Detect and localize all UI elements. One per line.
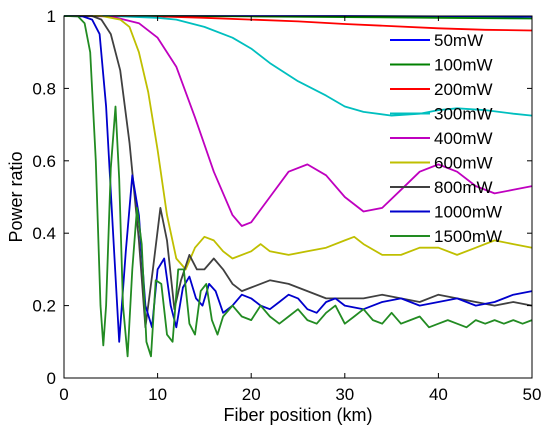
ticks-layer: 0 10 20 30 40 50 0 0.2 0.4 0.6 0.8 1: [32, 7, 541, 404]
x-axis-label: Fiber position (km): [223, 405, 372, 425]
legend-entry: 100mW: [434, 56, 493, 75]
plot-background: [64, 16, 532, 378]
legend-entry: 200mW: [434, 80, 493, 99]
x-tick-label: 50: [523, 385, 542, 404]
series-line-400mw: [63, 15, 533, 227]
x-tick-label: 40: [429, 385, 448, 404]
legend-entry: 400mW: [434, 129, 493, 148]
y-axis-label: Power ratio: [6, 151, 26, 242]
legend-entry: 50mW: [434, 31, 483, 50]
y-tick-label: 0.4: [32, 224, 56, 243]
series-line-1000mw: [63, 15, 533, 343]
y-tick-label: 0.8: [32, 79, 56, 98]
legend-entry: 600mW: [434, 154, 493, 173]
legend-entry: 1500mW: [434, 227, 502, 246]
legend-entry: 800mW: [434, 178, 493, 197]
y-tick-label: 0.2: [32, 297, 56, 316]
series-line-1500mw: [63, 15, 533, 358]
series-line-600mw: [64, 15, 533, 271]
series-line-300mw: [64, 15, 533, 117]
legend-entry: 300mW: [434, 105, 493, 124]
x-tick-label: 30: [335, 385, 354, 404]
y-tick-label: 0: [47, 369, 56, 388]
series-line-800mw: [64, 15, 533, 329]
x-tick-label: 10: [148, 385, 167, 404]
legend: 50mW 100mW 200mW 300mW 400mW 600mW 800mW 1000mW…: [390, 31, 502, 246]
plot-frame: [63, 15, 533, 379]
x-tick-label: 20: [242, 385, 261, 404]
y-tick-label: 1: [47, 7, 56, 26]
legend-entry: 1000mW: [434, 203, 502, 222]
x-tick-label: 0: [59, 385, 68, 404]
y-tick-label: 0.6: [32, 152, 56, 171]
